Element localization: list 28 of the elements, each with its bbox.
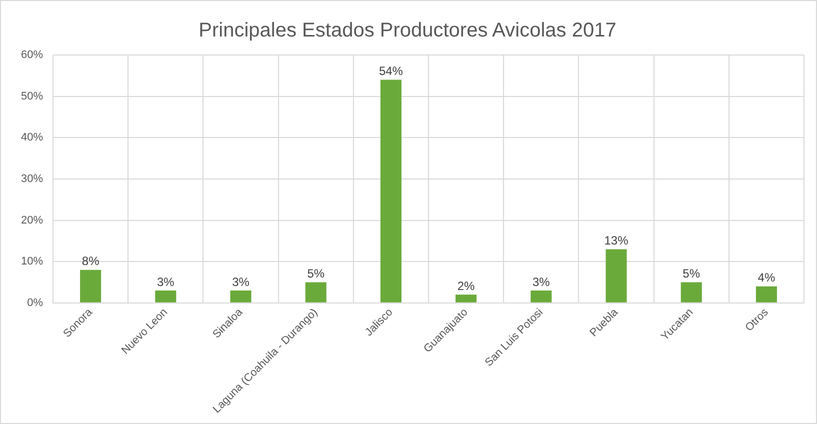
data-label: 4% xyxy=(758,270,776,285)
y-tick-label: 50% xyxy=(20,90,44,102)
data-label: 5% xyxy=(682,266,700,281)
bar xyxy=(456,294,477,302)
data-label: 8% xyxy=(82,254,100,268)
y-tick-label: 60% xyxy=(20,49,44,62)
data-label: 54% xyxy=(378,64,404,78)
chart-title: Principales Estados Productores Avicolas 2017 xyxy=(198,20,616,42)
bar xyxy=(305,282,326,302)
y-tick-label: 20% xyxy=(20,214,44,226)
bar xyxy=(230,290,252,302)
y-tick-label: 0% xyxy=(27,296,44,309)
bar xyxy=(155,290,176,302)
data-label: 13% xyxy=(604,234,629,248)
bar xyxy=(606,249,627,302)
data-label: 5% xyxy=(307,266,325,281)
data-label: 2% xyxy=(457,278,476,293)
data-label: 3% xyxy=(156,274,175,289)
data-label: 3% xyxy=(232,274,250,289)
y-tick-label: 30% xyxy=(20,172,44,185)
bar xyxy=(80,270,102,302)
bar xyxy=(756,286,777,302)
bar xyxy=(530,290,552,302)
bar xyxy=(680,282,702,302)
y-tick-label: 40% xyxy=(20,132,44,144)
data-label: 3% xyxy=(532,274,550,289)
bar xyxy=(380,80,402,302)
y-tick-label: 10% xyxy=(20,256,44,268)
